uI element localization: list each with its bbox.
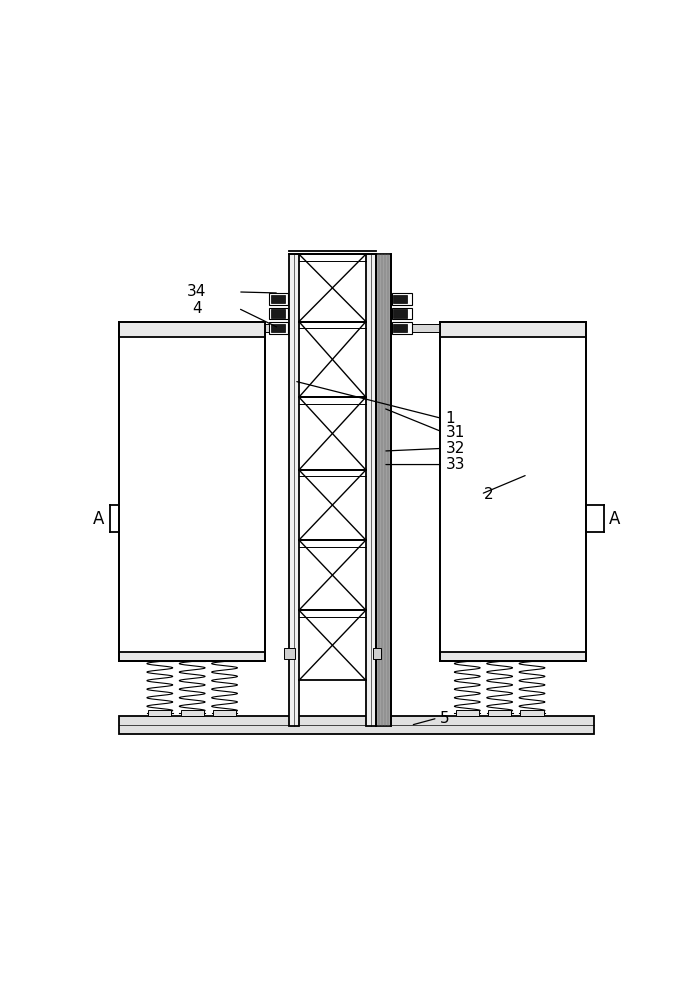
Bar <box>271 309 285 318</box>
Bar <box>393 324 407 332</box>
Text: 4: 4 <box>192 301 202 316</box>
Bar <box>376 254 390 726</box>
Bar <box>148 656 171 661</box>
Bar <box>392 293 412 305</box>
Bar <box>441 322 586 661</box>
Bar <box>120 652 265 661</box>
Bar <box>271 295 285 303</box>
Bar <box>393 309 407 318</box>
Bar <box>284 648 294 659</box>
Bar <box>120 322 265 661</box>
Bar <box>392 308 412 319</box>
Bar <box>271 324 285 332</box>
Text: 31: 31 <box>445 425 465 440</box>
Bar <box>120 322 265 661</box>
Text: A: A <box>93 510 104 528</box>
Bar <box>265 324 290 332</box>
Bar <box>148 710 171 716</box>
Bar <box>393 295 407 303</box>
Bar <box>213 710 236 716</box>
Bar <box>441 652 586 661</box>
Bar <box>269 322 288 334</box>
Bar <box>366 254 376 726</box>
Bar <box>213 656 236 661</box>
Bar <box>392 322 412 334</box>
Bar <box>269 308 288 319</box>
Bar <box>521 710 544 716</box>
Text: 5: 5 <box>441 711 450 726</box>
Bar <box>373 648 381 659</box>
Bar <box>441 322 586 661</box>
Bar <box>521 656 544 661</box>
Bar <box>445 337 582 652</box>
Text: 32: 32 <box>445 441 465 456</box>
Bar <box>488 656 512 661</box>
Bar <box>180 656 204 661</box>
Text: 33: 33 <box>445 457 465 472</box>
Bar <box>488 710 512 716</box>
Bar <box>456 710 479 716</box>
Bar <box>120 322 265 337</box>
Text: 2: 2 <box>484 487 493 502</box>
Bar <box>120 716 594 734</box>
Bar <box>180 710 204 716</box>
Bar <box>456 656 479 661</box>
Bar <box>376 324 441 332</box>
Text: 34: 34 <box>187 284 206 299</box>
Bar <box>441 322 586 337</box>
Text: 1: 1 <box>445 411 455 426</box>
Bar <box>124 337 261 652</box>
Text: A: A <box>609 510 620 528</box>
Bar <box>290 254 299 726</box>
Bar <box>269 293 288 305</box>
